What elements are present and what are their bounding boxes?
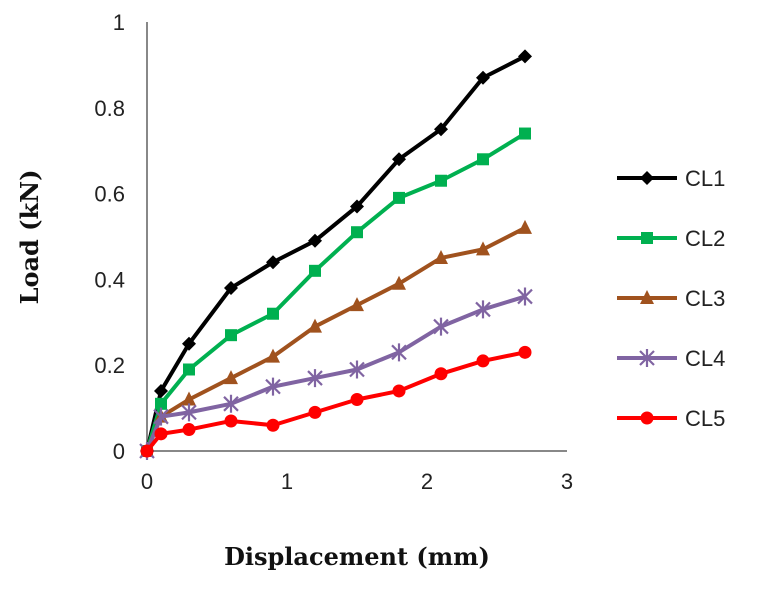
data-point-circle — [518, 345, 532, 359]
y-axis-title: Load (kN) — [15, 170, 44, 305]
data-point-diamond — [392, 152, 406, 167]
data-point-diamond — [434, 122, 448, 137]
data-point-square — [393, 191, 405, 204]
data-point-triangle — [392, 275, 406, 290]
data-point-triangle — [266, 348, 280, 363]
legend-label: CL1 — [685, 166, 725, 191]
legend-item-CL1: CL1 — [617, 166, 725, 191]
data-point-circle — [140, 444, 154, 458]
data-point-triangle — [350, 297, 364, 312]
data-point-square — [309, 264, 321, 277]
data-point-circle — [308, 405, 322, 419]
data-point-square — [183, 363, 195, 376]
data-point-diamond — [154, 383, 168, 398]
x-tick-label: 2 — [421, 469, 433, 494]
data-point-circle — [476, 354, 490, 368]
data-point-circle — [224, 414, 238, 428]
series-CL3 — [140, 219, 532, 457]
data-point-square — [641, 232, 653, 244]
data-point-circle — [266, 418, 280, 432]
data-point-diamond — [350, 199, 364, 214]
data-point-triangle — [182, 391, 196, 406]
data-point-star — [475, 300, 491, 319]
data-point-square — [435, 174, 447, 187]
series-CL5 — [140, 345, 532, 458]
y-tick-label: 0.4 — [94, 267, 125, 292]
data-point-triangle — [434, 249, 448, 264]
data-point-star — [349, 360, 365, 379]
data-point-square — [477, 153, 489, 166]
data-point-star — [265, 377, 281, 396]
data-point-star — [433, 317, 449, 336]
x-tick-label: 1 — [281, 469, 293, 494]
data-point-square — [519, 127, 531, 140]
data-point-square — [267, 307, 279, 320]
data-point-circle — [350, 393, 364, 407]
data-point-star — [517, 287, 533, 306]
data-point-square — [155, 397, 167, 410]
y-tick-label: 1 — [113, 10, 125, 35]
legend-item-CL3: CL3 — [617, 286, 725, 311]
legend-label: CL4 — [685, 346, 725, 371]
series-line — [145, 131, 527, 452]
data-point-diamond — [640, 171, 654, 185]
data-point-star — [391, 343, 407, 362]
data-point-star — [639, 349, 655, 367]
y-tick-label: 0 — [113, 439, 125, 464]
data-point-circle — [154, 427, 168, 441]
legend-label: CL2 — [685, 226, 725, 251]
data-point-circle — [434, 367, 448, 381]
data-point-square — [225, 329, 237, 342]
data-point-circle — [392, 384, 406, 398]
series-line — [145, 350, 526, 453]
y-tick-label: 0.8 — [94, 96, 125, 121]
data-point-star — [153, 407, 169, 426]
series-CL1 — [140, 49, 532, 458]
y-tick-label: 0.6 — [94, 182, 125, 207]
data-point-square — [351, 226, 363, 239]
data-point-diamond — [224, 280, 238, 295]
x-axis-title: Displacement (mm) — [224, 542, 490, 571]
legend-label: CL5 — [685, 406, 725, 431]
data-point-diamond — [266, 255, 280, 270]
data-point-triangle — [518, 219, 532, 234]
legend-item-CL5: CL5 — [617, 406, 725, 431]
data-point-diamond — [476, 70, 490, 85]
data-point-circle — [182, 423, 196, 437]
data-point-star — [307, 369, 323, 388]
data-point-diamond — [518, 49, 532, 64]
data-point-star — [181, 403, 197, 422]
data-point-diamond — [182, 336, 196, 351]
x-tick-label: 0 — [141, 469, 153, 494]
x-tick-label: 3 — [561, 469, 573, 494]
data-point-star — [223, 394, 239, 413]
legend-item-CL2: CL2 — [617, 226, 725, 251]
series-line — [145, 226, 526, 452]
data-point-triangle — [640, 290, 654, 304]
y-tick-label: 0.2 — [94, 353, 125, 378]
series-CL4 — [139, 287, 533, 460]
data-point-circle — [640, 411, 654, 425]
legend-label: CL3 — [685, 286, 725, 311]
data-point-triangle — [308, 318, 322, 333]
data-point-triangle — [476, 241, 490, 256]
legend-item-CL4: CL4 — [617, 346, 725, 371]
data-point-triangle — [224, 370, 238, 385]
data-point-diamond — [308, 233, 322, 248]
